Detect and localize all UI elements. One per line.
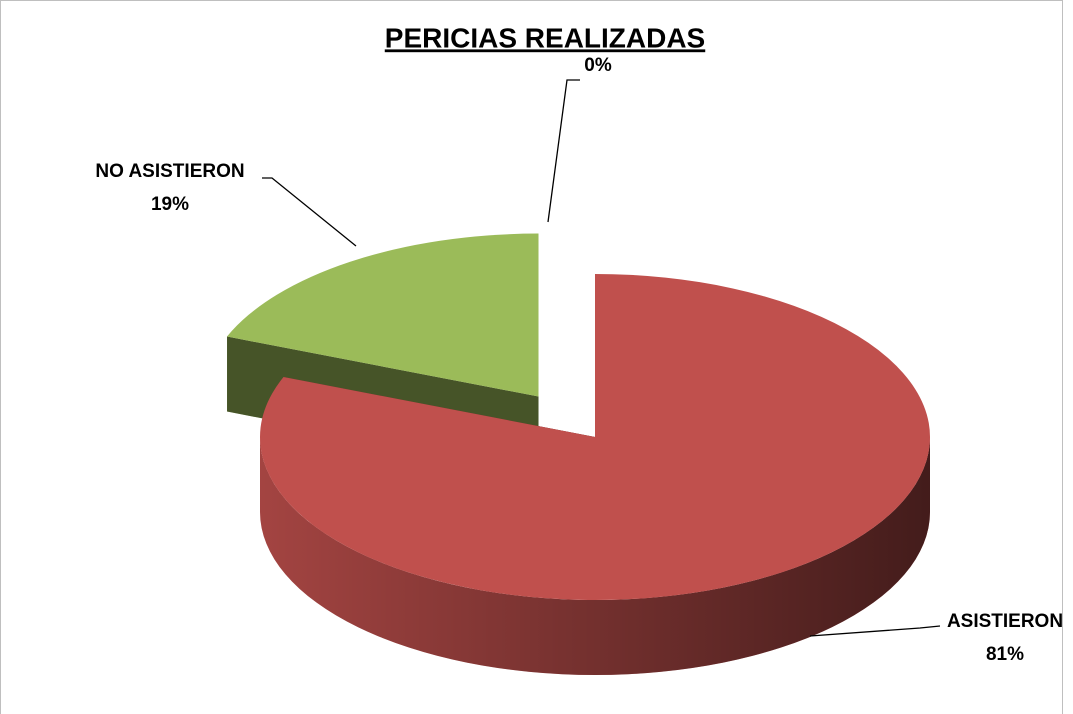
data-label: 0% bbox=[584, 55, 612, 76]
slice bbox=[227, 233, 539, 397]
leader-line bbox=[262, 177, 357, 247]
category-label: ASISTIERON bbox=[947, 611, 1063, 632]
leader-line bbox=[809, 625, 941, 637]
data-label: 81% bbox=[986, 644, 1024, 665]
slice-side-shade bbox=[260, 437, 930, 675]
leader-line bbox=[547, 79, 580, 223]
chart-title: PERICIAS REALIZADAS bbox=[385, 22, 705, 53]
pie bbox=[227, 233, 930, 675]
slice bbox=[259, 274, 930, 601]
data-label: 19% bbox=[151, 194, 189, 215]
category-label: NO ASISTIERON bbox=[95, 161, 244, 182]
